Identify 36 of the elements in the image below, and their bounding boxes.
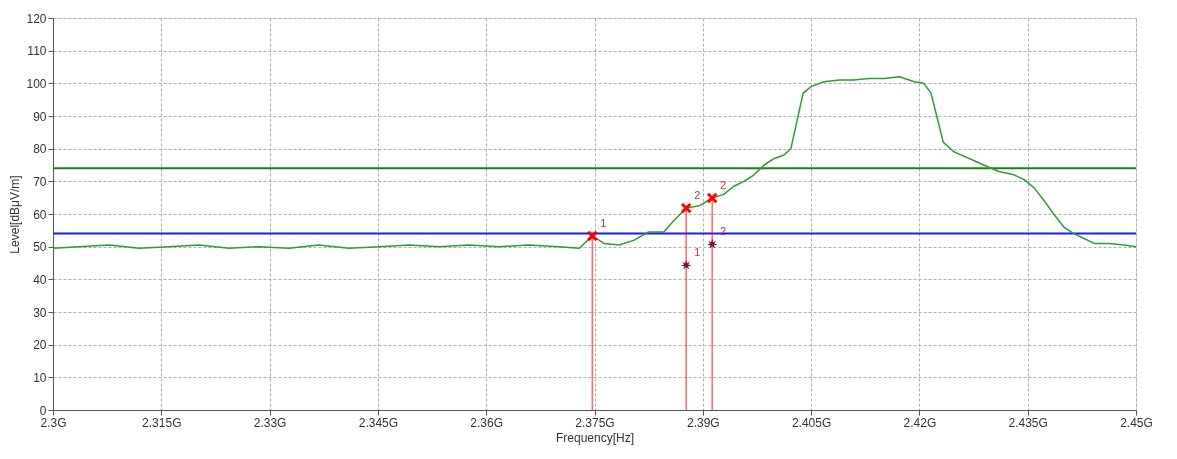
x-axis-title: Frequency[Hz] <box>555 430 635 445</box>
x-tick-label: 2.405G <box>791 415 832 430</box>
x-tick-label: 2.45G <box>1120 415 1153 430</box>
x-tick-label: 2.315G <box>142 415 182 430</box>
annotation: 2 <box>720 178 727 191</box>
point <box>587 230 598 242</box>
y-tick-label: 10 <box>33 370 47 385</box>
x-tick-label: 2.3G <box>40 415 67 430</box>
y-tick-label: 80 <box>33 142 47 157</box>
y-tick-label: 50 <box>33 240 47 255</box>
annotation: 1 <box>694 245 701 258</box>
x-tick-label: 2.375G <box>575 415 615 430</box>
y-tick-label: 20 <box>33 338 47 353</box>
annotation: 2 <box>694 189 701 202</box>
y-tick-label: 60 <box>33 207 47 222</box>
annotation: 1 <box>600 216 607 229</box>
x-tick-label: 2.435G <box>1008 415 1048 430</box>
point <box>706 238 718 249</box>
x-tick-label: 2.33G <box>253 415 287 430</box>
y-tick-label: 100 <box>26 76 47 91</box>
y-tick-label: 90 <box>33 109 47 124</box>
x-tick-label: 2.36G <box>470 415 504 430</box>
x-tick-label: 2.345G <box>358 415 399 430</box>
y-tick-label: 40 <box>33 272 47 287</box>
line-series <box>52 76 1137 250</box>
point <box>706 192 718 204</box>
x-tick-label: 2.42G <box>903 415 937 430</box>
y-tick-label: 120 <box>26 11 47 26</box>
y-tick-label: 110 <box>27 44 47 59</box>
point <box>680 202 692 214</box>
y-tick-label: 0 <box>39 403 47 418</box>
point <box>680 259 692 270</box>
y-tick-label: 30 <box>33 305 47 320</box>
y-tick-label: 70 <box>33 174 47 189</box>
x-tick-label: 2.39G <box>686 415 720 430</box>
y-axis-title: Level[dBμV/m] <box>8 175 23 254</box>
